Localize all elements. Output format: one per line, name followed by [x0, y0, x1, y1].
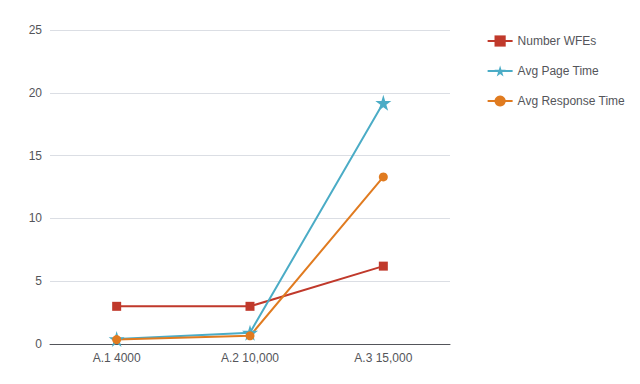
svg-text:15: 15: [29, 149, 43, 163]
svg-text:Number WFEs: Number WFEs: [518, 34, 597, 48]
svg-text:5: 5: [35, 274, 42, 288]
svg-text:A.3 15,000: A.3 15,000: [354, 351, 412, 365]
svg-text:20: 20: [29, 86, 43, 100]
svg-text:10: 10: [29, 211, 43, 225]
svg-text:Avg Page Time: Avg Page Time: [518, 64, 599, 78]
svg-text:A.1 4000: A.1 4000: [93, 351, 141, 365]
svg-text:0: 0: [35, 337, 42, 351]
svg-text:Avg Response Time: Avg Response Time: [518, 94, 625, 108]
svg-text:A.2 10,000: A.2 10,000: [221, 351, 279, 365]
svg-text:25: 25: [29, 23, 43, 37]
